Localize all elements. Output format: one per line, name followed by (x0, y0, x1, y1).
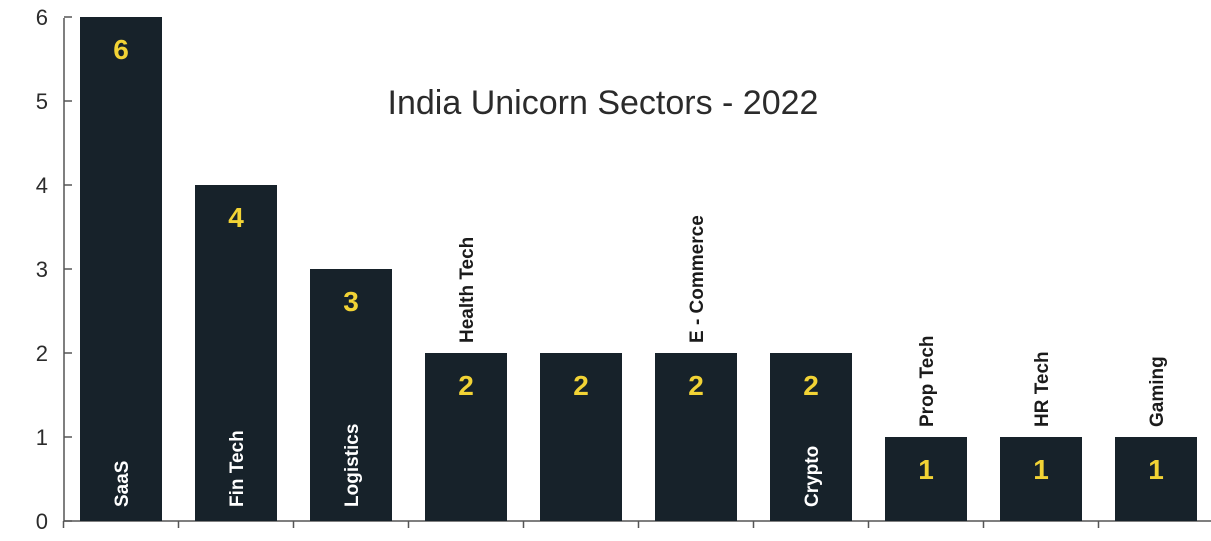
bar (770, 353, 852, 521)
category-label: Logistics (342, 424, 363, 507)
category-label: Gaming (1147, 356, 1168, 427)
bar-value-label: 1 (918, 454, 934, 485)
bar-value-label: 1 (1148, 454, 1164, 485)
bar (540, 353, 622, 521)
category-label: Health Tech (457, 237, 478, 343)
chart-title: India Unicorn Sectors - 2022 (388, 84, 819, 122)
category-label: HR Tech (1032, 351, 1053, 427)
bar (655, 353, 737, 521)
bar (885, 437, 967, 521)
y-axis-ticks: 0 1 2 3 4 5 6 (36, 5, 1100, 534)
category-label: SaaS (112, 461, 133, 507)
bar-value-label: 4 (228, 202, 244, 233)
bar-value-label: 2 (688, 370, 704, 401)
y-tick-label: 5 (36, 89, 48, 114)
bar (425, 353, 507, 521)
category-label: Fin Tech (227, 430, 248, 507)
labels-group: 6 SaaS 4 Fin Tech 3 Logistics 2 Health Tech 2 2 E … (112, 34, 1168, 507)
bar (1115, 437, 1197, 521)
bar-value-label: 2 (803, 370, 819, 401)
bar (310, 269, 392, 521)
category-label: Crypto (802, 446, 823, 507)
category-label: Prop Tech (917, 336, 938, 428)
y-tick-label: 1 (36, 425, 48, 450)
bar (80, 17, 162, 521)
y-tick-label: 2 (36, 341, 48, 366)
bar-value-label: 3 (343, 286, 359, 317)
bar-value-label: 2 (458, 370, 474, 401)
category-label: E - Commerce (687, 215, 708, 343)
y-tick-label: 6 (36, 5, 48, 30)
bar (1000, 437, 1082, 521)
bar (195, 185, 277, 521)
y-tick-label: 3 (36, 257, 48, 282)
y-tick-label: 4 (36, 173, 48, 198)
bar-value-label: 2 (573, 370, 589, 401)
bar-value-label: 6 (113, 34, 129, 65)
bars-group (80, 17, 1197, 521)
bar-value-label: 1 (1033, 454, 1049, 485)
y-tick-label: 0 (36, 509, 48, 534)
